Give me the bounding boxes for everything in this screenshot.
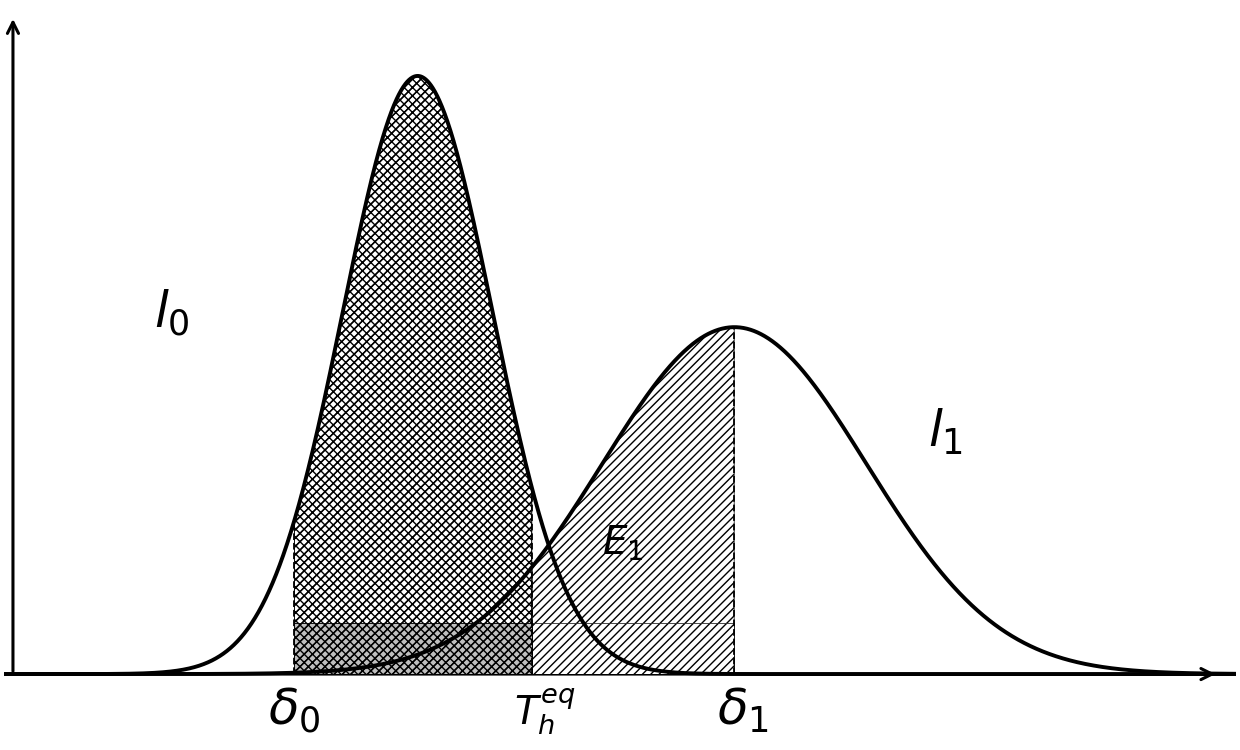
Text: $E_1$: $E_1$ <box>603 524 644 562</box>
Text: $l_1$: $l_1$ <box>928 406 963 457</box>
Text: $l_0$: $l_0$ <box>154 287 190 338</box>
Text: $\delta_0$: $\delta_0$ <box>268 686 321 736</box>
Text: $T_h^{eq}$: $T_h^{eq}$ <box>515 686 577 737</box>
Text: $\delta_1$: $\delta_1$ <box>717 686 769 735</box>
